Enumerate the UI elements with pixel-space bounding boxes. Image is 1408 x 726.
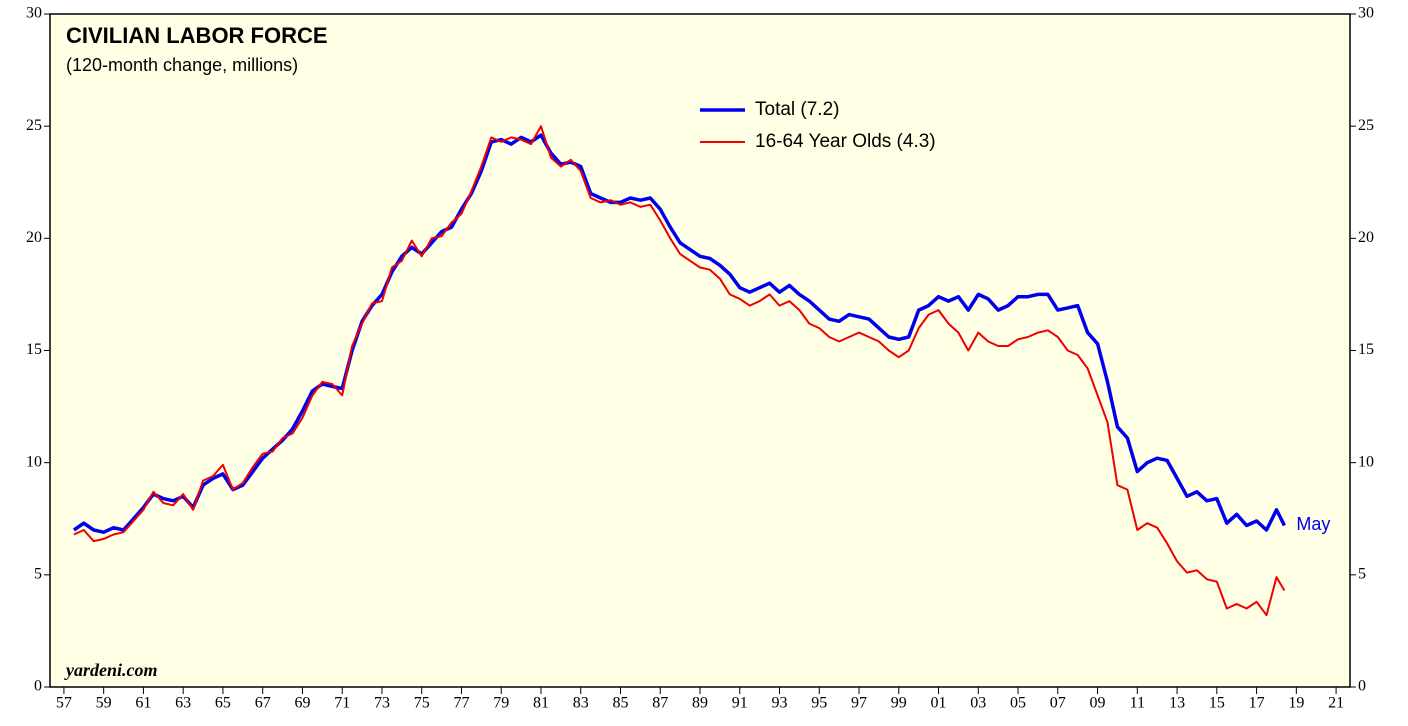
- y-tick-label: 15: [26, 341, 42, 358]
- x-tick-label: 03: [970, 695, 986, 712]
- chart-subtitle: (120-month change, millions): [66, 55, 298, 75]
- y2-tick-label: 0: [1358, 678, 1366, 695]
- y2-tick-label: 30: [1358, 5, 1374, 22]
- y2-tick-label: 15: [1358, 341, 1374, 358]
- x-tick-label: 05: [1010, 695, 1026, 712]
- x-tick-label: 01: [931, 695, 947, 712]
- x-tick-label: 19: [1288, 695, 1304, 712]
- legend-label: 16-64 Year Olds (4.3): [755, 131, 936, 152]
- series-line: [73, 125, 1286, 617]
- y-tick-label: 10: [26, 453, 42, 470]
- y-tick-label: 25: [26, 117, 42, 134]
- annotation: May: [1296, 514, 1330, 534]
- x-tick-label: 61: [135, 695, 151, 712]
- plot-area: [49, 13, 1351, 688]
- x-tick-label: 85: [612, 695, 628, 712]
- x-tick-label: 11: [1130, 695, 1145, 712]
- x-tick-label: 73: [374, 695, 390, 712]
- x-tick-label: 75: [414, 695, 430, 712]
- x-tick-label: 93: [772, 695, 788, 712]
- y-tick-label: 5: [34, 566, 42, 583]
- x-tick-label: 67: [255, 695, 271, 712]
- y2-tick-label: 10: [1358, 453, 1374, 470]
- x-tick-label: 97: [851, 695, 867, 712]
- y2-tick-label: 20: [1358, 229, 1374, 246]
- x-tick-label: 95: [811, 695, 827, 712]
- chart-title: CIVILIAN LABOR FORCE: [66, 23, 328, 48]
- legend-label: Total (7.2): [755, 99, 839, 120]
- x-tick-label: 17: [1249, 695, 1265, 712]
- y2-tick-label: 25: [1358, 117, 1374, 134]
- x-tick-label: 83: [573, 695, 589, 712]
- y-tick-label: 30: [26, 5, 42, 22]
- x-tick-label: 13: [1169, 695, 1185, 712]
- x-tick-label: 99: [891, 695, 907, 712]
- x-tick-label: 69: [294, 695, 310, 712]
- x-tick-label: 91: [732, 695, 748, 712]
- x-tick-label: 65: [215, 695, 231, 712]
- x-tick-label: 57: [56, 695, 72, 712]
- x-tick-label: 15: [1209, 695, 1225, 712]
- x-tick-label: 59: [96, 695, 112, 712]
- x-tick-label: 87: [652, 695, 668, 712]
- x-tick-label: 71: [334, 695, 350, 712]
- x-tick-label: 09: [1090, 695, 1106, 712]
- x-tick-label: 81: [533, 695, 549, 712]
- x-tick-label: 63: [175, 695, 191, 712]
- source: yardeni.com: [64, 660, 158, 680]
- x-tick-label: 07: [1050, 695, 1066, 712]
- y-tick-label: 20: [26, 229, 42, 246]
- x-tick-label: 89: [692, 695, 708, 712]
- x-tick-label: 77: [453, 695, 469, 712]
- x-tick-label: 21: [1328, 695, 1344, 712]
- x-tick-label: 79: [493, 695, 509, 712]
- y-tick-label: 0: [34, 678, 42, 695]
- y2-tick-label: 5: [1358, 566, 1366, 583]
